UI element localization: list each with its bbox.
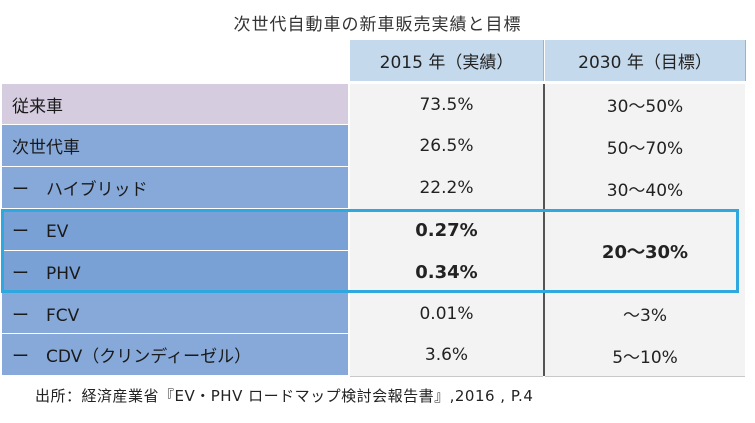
value-2015-hybrid: 22.2% — [350, 167, 543, 210]
table-title: 次世代自動車の新車販売実績と目標 — [233, 15, 522, 35]
header-2030: 2030 年（目標） — [545, 40, 746, 81]
row-label-hybrid: ー ハイブリッド — [2, 167, 348, 209]
header-2015: 2015 年（実績） — [350, 40, 544, 81]
value-2015-fcv: 0.01% — [350, 293, 543, 335]
value-2030-fcv: 〜3% — [545, 293, 745, 335]
row-label-phv: ー PHV — [2, 251, 348, 293]
value-2015-phv: 0.34% — [350, 251, 543, 294]
row-label-fcv: ー FCV — [2, 293, 348, 334]
value-2030-ev-phv-merged: 20〜30% — [545, 209, 745, 294]
row-label-conventional: 従来車 — [2, 84, 348, 125]
row-label-ev: ー EV — [2, 209, 348, 251]
value-2015-conventional: 73.5% — [350, 84, 543, 126]
value-2015-ev: 0.27% — [350, 209, 543, 252]
row-label-next-gen: 次世代車 — [2, 125, 348, 167]
value-2030-conventional: 30〜50% — [545, 84, 745, 126]
source-note: 出所：経済産業省『EV・PHV ロードマップ検討会報告書』,2016 , P.4 — [35, 387, 534, 405]
value-2015-next-gen: 26.5% — [350, 125, 543, 168]
value-2030-hybrid: 30〜40% — [545, 167, 745, 210]
column-divider — [543, 84, 545, 376]
value-2030-next-gen: 50〜70% — [545, 125, 745, 168]
value-2030-cdv: 5〜10% — [545, 334, 745, 377]
value-2015-cdv: 3.6% — [350, 334, 543, 377]
row-label-cdv: ー CDV（クリンディーゼル） — [2, 334, 348, 376]
